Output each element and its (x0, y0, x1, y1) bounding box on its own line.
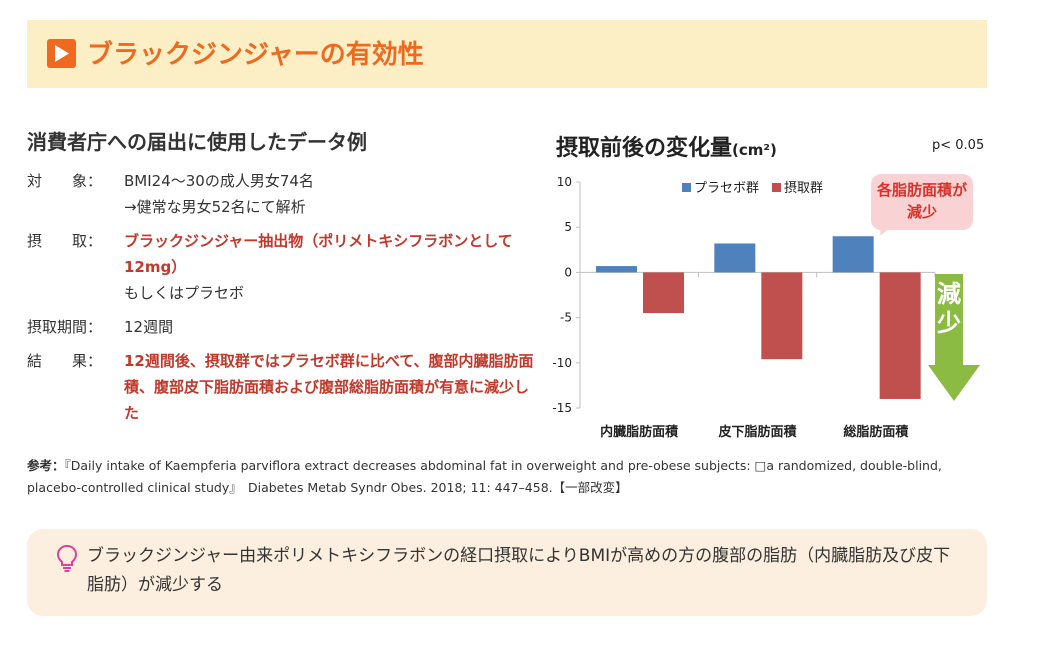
bar-intake (761, 272, 803, 360)
chart-title: 摂取前後の変化量(cm²) (556, 130, 777, 162)
y-tick-label: -10 (552, 356, 572, 370)
result-label: 結 果： (27, 352, 103, 370)
y-tick-label: 0 (564, 265, 572, 279)
page-title: ブラックジンジャーの有効性 (87, 40, 424, 70)
p-value: p< 0.05 (932, 138, 985, 153)
summary-text: ブラックジンジャー由来ポリメトキシフラボンの経口摂取によりBMIが高めの方の腹部… (87, 546, 951, 595)
bar-intake (879, 272, 921, 399)
bar-placebo (832, 236, 874, 273)
intake-value: ブラックジンジャー抽出物（ポリメトキシフラボンとして12mg） (124, 232, 513, 276)
legend-swatch (682, 183, 691, 192)
chart-unit: (cm²) (732, 141, 777, 159)
intake-alt: もしくはプラセボ (124, 284, 245, 302)
bar-placebo (714, 243, 756, 273)
subject-row: 対 象： BMI24〜30の成人男女74名 →健常な男女52名にて解析 (27, 168, 537, 220)
reference-text: 『Daily intake of Kaempferia parviflora e… (27, 458, 942, 495)
subject-label: 対 象： (27, 172, 103, 190)
y-tick-label: 10 (557, 175, 572, 189)
intake-row: 摂 取： ブラックジンジャー抽出物（ポリメトキシフラボンとして12mg） もしく… (27, 228, 537, 306)
bar-placebo (596, 266, 637, 273)
decrease-arrow-icon (928, 274, 980, 401)
summary-box: ブラックジンジャー由来ポリメトキシフラボンの経口摂取によりBMIが高めの方の腹部… (27, 529, 987, 616)
play-arrow-icon (47, 39, 76, 68)
reference-label: 参考： (27, 458, 65, 473)
subject-line1: BMI24〜30の成人男女74名 (124, 172, 314, 190)
legend-label: 摂取群 (784, 180, 823, 196)
subject-line2: →健常な男女52名にて解析 (124, 198, 306, 216)
y-tick-label: -5 (560, 311, 572, 325)
x-category-label: 内臓脂肪面積 (600, 424, 679, 440)
section-title: 消費者庁への届出に使用したデータ例 (27, 130, 367, 154)
intake-label: 摂 取： (27, 232, 103, 250)
callout-bubble: 各脂肪面積が減少 (871, 174, 973, 230)
reference: 参考：『Daily intake of Kaempferia parviflor… (27, 455, 987, 499)
x-category-label: 総脂肪面積 (843, 424, 909, 440)
y-tick-label: -15 (552, 401, 572, 415)
header-band: ブラックジンジャーの有効性 (27, 20, 987, 88)
bar-intake (643, 272, 684, 314)
arrow-label-char: 少 (936, 309, 961, 337)
legend-label: プラセボ群 (694, 181, 759, 196)
result-row: 結 果： 12週間後、摂取群ではプラセボ群に比べて、腹部内臓脂肪面積、腹部皮下脂… (27, 348, 537, 426)
chart-title-text: 摂取前後の変化量 (556, 136, 733, 161)
intake-value-wrap: ブラックジンジャー抽出物（ポリメトキシフラボンとして12mg） もしくはプラセボ (124, 228, 534, 306)
period-label: 摂取期間： (27, 318, 103, 336)
period-value: 12週間 (124, 318, 174, 336)
legend-swatch (772, 183, 781, 192)
lightbulb-icon (56, 544, 78, 572)
result-value: 12週間後、摂取群ではプラセボ群に比べて、腹部内臓脂肪面積、腹部皮下脂肪面積およ… (124, 352, 534, 422)
subject-value: BMI24〜30の成人男女74名 →健常な男女52名にて解析 (124, 168, 534, 220)
x-category-label: 皮下脂肪面積 (717, 424, 797, 440)
y-tick-label: 5 (564, 220, 572, 234)
arrow-label-char: 減 (937, 280, 961, 308)
period-row: 摂取期間： 12週間 (27, 314, 537, 340)
